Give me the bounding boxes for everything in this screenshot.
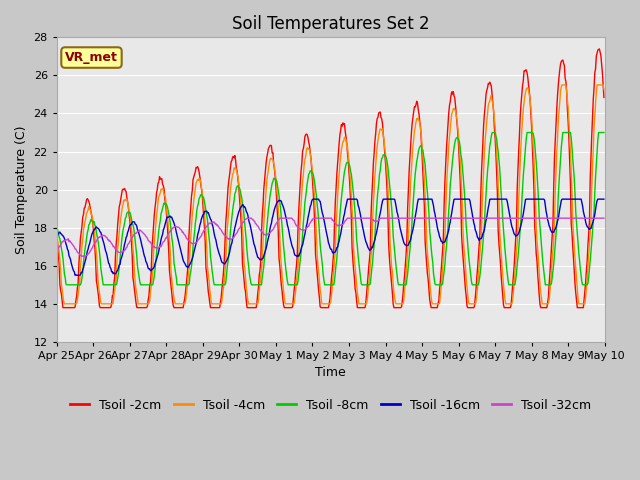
Tsoil -2cm: [120, 187, 127, 192]
Tsoil -2cm: [413, 100, 421, 106]
Text: VR_met: VR_met: [65, 51, 118, 64]
Tsoil -32cm: [600, 216, 608, 221]
Tsoil -16cm: [63, 243, 70, 249]
Line: Tsoil -4cm: Tsoil -4cm: [57, 85, 604, 304]
Tsoil -4cm: [63, 301, 71, 307]
Tsoil -8cm: [600, 130, 608, 135]
Tsoil -4cm: [413, 117, 421, 122]
Tsoil -2cm: [175, 305, 183, 311]
Tsoil -2cm: [204, 288, 212, 294]
Tsoil -8cm: [413, 155, 421, 160]
Title: Soil Temperatures Set 2: Soil Temperatures Set 2: [232, 15, 429, 33]
Tsoil -16cm: [53, 234, 61, 240]
Tsoil -32cm: [415, 216, 422, 221]
Tsoil -32cm: [204, 222, 212, 228]
Tsoil -16cm: [175, 241, 183, 247]
Tsoil -8cm: [120, 224, 127, 230]
Line: Tsoil -32cm: Tsoil -32cm: [57, 218, 604, 257]
Tsoil -4cm: [53, 230, 61, 236]
Tsoil -8cm: [397, 282, 405, 288]
Tsoil -2cm: [59, 305, 67, 311]
Tsoil -4cm: [120, 197, 127, 203]
Y-axis label: Soil Temperature (C): Soil Temperature (C): [15, 125, 28, 254]
Line: Tsoil -2cm: Tsoil -2cm: [57, 49, 604, 308]
Tsoil -8cm: [489, 130, 497, 135]
X-axis label: Time: Time: [316, 367, 346, 380]
Tsoil -32cm: [175, 225, 183, 231]
Tsoil -2cm: [600, 95, 608, 100]
Tsoil -8cm: [175, 282, 183, 288]
Tsoil -16cm: [120, 245, 127, 251]
Tsoil -16cm: [309, 196, 317, 202]
Tsoil -32cm: [120, 249, 127, 254]
Tsoil -16cm: [204, 210, 212, 216]
Line: Tsoil -8cm: Tsoil -8cm: [57, 132, 604, 285]
Tsoil -32cm: [53, 249, 61, 254]
Tsoil -8cm: [63, 282, 70, 288]
Line: Tsoil -16cm: Tsoil -16cm: [57, 199, 604, 276]
Tsoil -8cm: [63, 282, 71, 288]
Tsoil -2cm: [596, 46, 604, 52]
Tsoil -4cm: [600, 86, 608, 92]
Tsoil -32cm: [81, 254, 88, 260]
Tsoil -32cm: [244, 216, 252, 221]
Tsoil -4cm: [204, 271, 212, 276]
Tsoil -4cm: [175, 301, 183, 307]
Tsoil -8cm: [53, 226, 61, 231]
Tsoil -8cm: [204, 227, 212, 233]
Tsoil -16cm: [399, 234, 406, 240]
Legend: Tsoil -2cm, Tsoil -4cm, Tsoil -8cm, Tsoil -16cm, Tsoil -32cm: Tsoil -2cm, Tsoil -4cm, Tsoil -8cm, Tsoi…: [65, 394, 596, 417]
Tsoil -16cm: [415, 196, 422, 202]
Tsoil -32cm: [399, 216, 406, 221]
Tsoil -4cm: [397, 301, 405, 307]
Tsoil -2cm: [397, 304, 405, 310]
Tsoil -2cm: [63, 305, 71, 311]
Tsoil -4cm: [558, 82, 566, 88]
Tsoil -32cm: [63, 237, 70, 243]
Tsoil -4cm: [61, 301, 68, 307]
Tsoil -16cm: [71, 273, 79, 278]
Tsoil -2cm: [53, 234, 61, 240]
Tsoil -16cm: [600, 196, 608, 202]
